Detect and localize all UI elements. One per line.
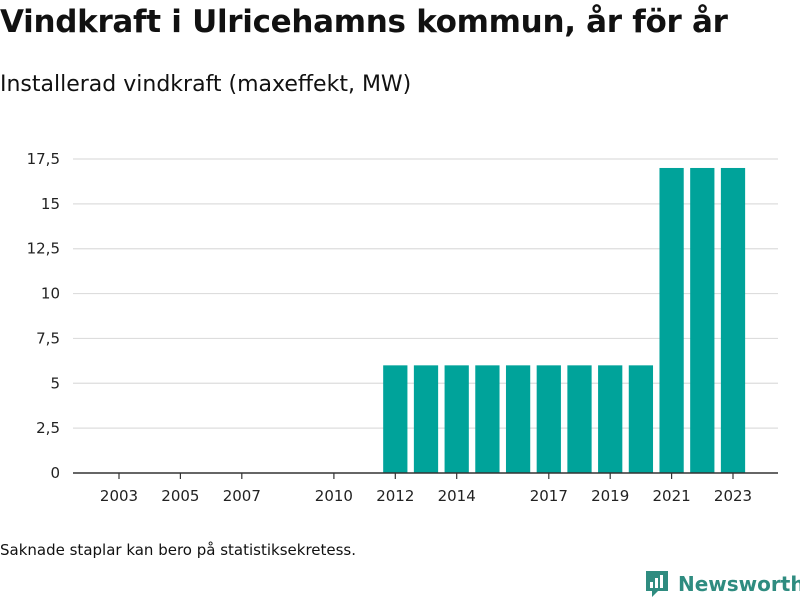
bar[interactable] (567, 365, 592, 473)
x-tick-label: 2012 (376, 487, 414, 505)
bar[interactable] (690, 167, 715, 473)
axis-layer (73, 472, 778, 479)
bar[interactable] (383, 365, 408, 473)
brand-name: Newsworthy (678, 572, 800, 596)
chart-subtitle: Installerad vindkraft (maxeffekt, MW) (0, 72, 412, 97)
footnote: Saknade staplar kan bero på statistiksek… (0, 541, 357, 559)
y-tick-label: 15 (41, 195, 60, 213)
bar-chart: 0 2,5 5 7,5 10 12,5 15 17,5 2003 2005 2007 2010 2012… (27, 150, 778, 505)
x-tick-label: 2019 (591, 487, 629, 505)
x-tick-label: 2007 (223, 487, 261, 505)
x-tick-label: 2017 (530, 487, 568, 505)
y-tick-label: 7,5 (36, 329, 60, 347)
bar[interactable] (536, 365, 561, 473)
bar[interactable] (475, 365, 500, 473)
x-tick-label: 2014 (438, 487, 476, 505)
bar[interactable] (505, 365, 531, 473)
newsworthy-logo-icon (646, 571, 668, 597)
x-tick-label: 2005 (161, 487, 199, 505)
bar[interactable] (444, 365, 469, 473)
x-tick-label: 2003 (100, 487, 138, 505)
y-tick-label: 17,5 (27, 150, 60, 168)
y-tick-label: 10 (41, 285, 60, 303)
y-tick-label: 0 (50, 464, 60, 482)
bar[interactable] (413, 365, 439, 473)
x-tick-label: 2023 (714, 487, 752, 505)
bar[interactable] (628, 365, 654, 473)
chart-title: Vindkraft i Ulricehamns kommun, år för å… (0, 4, 728, 40)
y-tick-label: 2,5 (36, 419, 60, 437)
x-tick-label: 2021 (653, 487, 691, 505)
y-tick-label: 12,5 (27, 240, 60, 258)
bar[interactable] (598, 365, 623, 473)
label-layer: 0 2,5 5 7,5 10 12,5 15 17,5 2003 2005 2007 2010 2012… (27, 150, 753, 505)
x-tick-label: 2010 (315, 487, 353, 505)
bar[interactable] (659, 167, 684, 473)
bar-layer (383, 167, 746, 473)
brand-logo[interactable]: Newsworthy (644, 569, 800, 599)
y-tick-label: 5 (50, 374, 60, 392)
bar[interactable] (720, 167, 746, 473)
